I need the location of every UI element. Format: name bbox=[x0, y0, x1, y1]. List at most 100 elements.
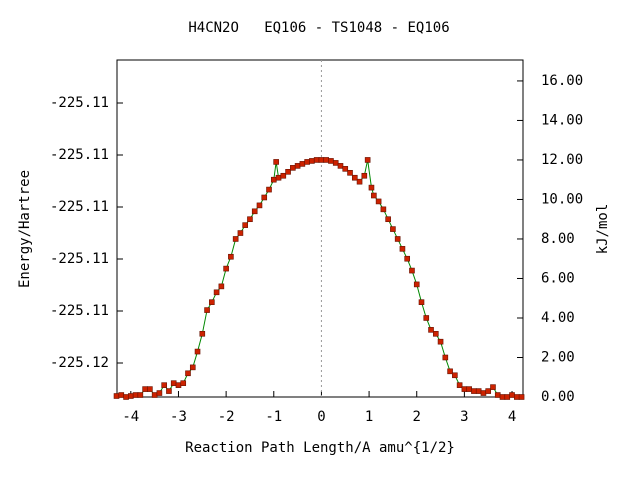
point bbox=[185, 370, 191, 377]
point bbox=[323, 157, 329, 163]
y2-tick-label: 4.00 bbox=[541, 310, 575, 326]
point bbox=[189, 364, 196, 371]
point bbox=[218, 283, 225, 290]
point bbox=[266, 186, 272, 193]
point bbox=[490, 384, 496, 390]
point bbox=[509, 392, 515, 398]
point bbox=[409, 267, 415, 274]
point bbox=[194, 348, 201, 355]
point bbox=[423, 315, 430, 321]
point bbox=[204, 307, 210, 313]
point bbox=[280, 172, 287, 179]
x-tick-label: 0 bbox=[317, 409, 325, 425]
point bbox=[175, 382, 182, 388]
y2-tick-label: 0.00 bbox=[541, 389, 575, 405]
point bbox=[118, 392, 125, 398]
y-tick-label: -225.12 bbox=[50, 355, 109, 371]
point bbox=[209, 299, 215, 305]
chart-title: H4CN2O EQ106 - TS1048 - EQ106 bbox=[188, 20, 449, 36]
point bbox=[499, 394, 506, 400]
point bbox=[371, 192, 377, 199]
x-tick-label: 3 bbox=[460, 409, 468, 425]
point bbox=[480, 390, 487, 396]
point bbox=[399, 246, 406, 252]
point bbox=[256, 202, 263, 209]
point bbox=[337, 163, 344, 169]
point bbox=[514, 394, 520, 400]
x-tick-label: -2 bbox=[218, 409, 235, 425]
point bbox=[123, 394, 129, 400]
point bbox=[385, 216, 391, 223]
point bbox=[380, 206, 387, 213]
x-tick-label: 4 bbox=[508, 409, 516, 425]
point bbox=[270, 176, 277, 183]
x-tick-label: 2 bbox=[413, 409, 421, 425]
point bbox=[304, 159, 310, 165]
y-tick-label: -225.11 bbox=[50, 147, 109, 163]
point bbox=[437, 338, 444, 345]
point bbox=[364, 157, 371, 163]
point bbox=[232, 236, 239, 242]
point bbox=[223, 265, 229, 272]
point bbox=[442, 354, 449, 361]
point bbox=[242, 222, 248, 228]
point bbox=[432, 330, 439, 337]
y2-tick-label: 16.00 bbox=[541, 73, 583, 89]
point bbox=[375, 198, 382, 205]
energy-line bbox=[116, 159, 522, 398]
point bbox=[471, 388, 477, 394]
x-tick-label: 1 bbox=[365, 409, 373, 425]
x-tick-label: -4 bbox=[122, 409, 139, 425]
point bbox=[273, 159, 279, 165]
point bbox=[504, 394, 511, 400]
y-tick-label: -225.11 bbox=[50, 199, 109, 215]
point bbox=[180, 380, 187, 386]
point bbox=[452, 372, 458, 379]
x-tick-label: -3 bbox=[170, 409, 187, 425]
y-tick-label: -225.11 bbox=[50, 95, 109, 111]
point bbox=[461, 386, 468, 392]
point bbox=[147, 386, 153, 392]
point bbox=[418, 299, 425, 305]
point bbox=[404, 255, 411, 262]
point bbox=[475, 388, 482, 394]
point bbox=[313, 157, 320, 163]
y-axis-label: Energy/Hartree bbox=[17, 170, 33, 288]
x-axis-label: Reaction Path Length/A amu^{1/2} bbox=[185, 440, 455, 456]
point bbox=[132, 392, 139, 398]
point bbox=[332, 160, 339, 166]
point bbox=[170, 380, 177, 386]
point bbox=[161, 382, 167, 388]
point bbox=[261, 194, 268, 201]
point bbox=[294, 163, 301, 169]
y-tick-label: -225.11 bbox=[50, 251, 109, 267]
y2-tick-label: 12.00 bbox=[541, 152, 583, 168]
point bbox=[328, 158, 334, 164]
point bbox=[251, 208, 258, 215]
point bbox=[368, 184, 375, 191]
point bbox=[351, 174, 358, 181]
plot-frame bbox=[116, 59, 524, 398]
point bbox=[413, 281, 420, 288]
y2-axis-label: kJ/mol bbox=[595, 204, 611, 255]
y-tick-label: -225.11 bbox=[50, 303, 109, 319]
point bbox=[299, 161, 306, 167]
y2-tick-label: 6.00 bbox=[541, 270, 575, 286]
point bbox=[285, 169, 291, 175]
point bbox=[394, 236, 401, 242]
point bbox=[137, 392, 144, 398]
y2-tick-label: 10.00 bbox=[541, 191, 583, 207]
point bbox=[142, 386, 148, 392]
point bbox=[390, 226, 396, 232]
point bbox=[166, 388, 172, 394]
point bbox=[361, 172, 368, 179]
point bbox=[275, 174, 282, 181]
point bbox=[318, 157, 325, 163]
point bbox=[428, 327, 434, 333]
point bbox=[494, 392, 501, 398]
point bbox=[342, 166, 349, 172]
point bbox=[485, 388, 492, 394]
point bbox=[247, 216, 253, 223]
point bbox=[347, 169, 353, 176]
